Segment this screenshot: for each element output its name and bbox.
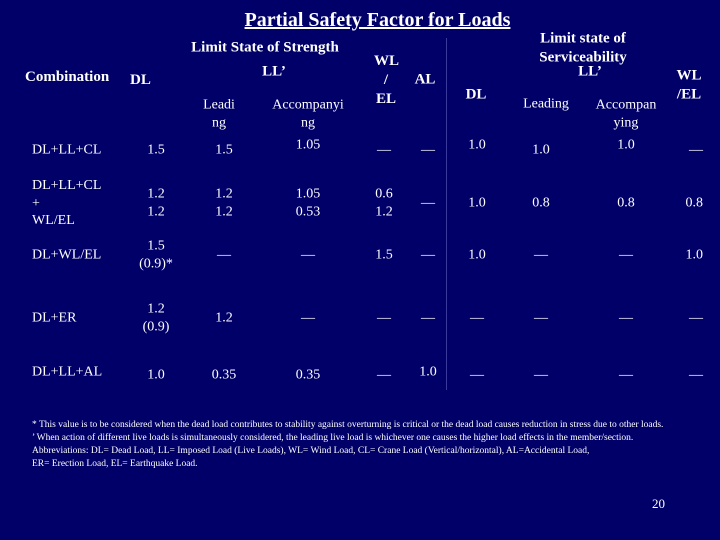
cell: — [217, 247, 231, 263]
header-al: AL [414, 71, 436, 88]
cell: 1.05 0.53 [295, 186, 321, 220]
cell: — [689, 367, 703, 383]
header-serviceability-wl-el: WL /EL [676, 67, 702, 102]
slide-title: Partial Safety Factor for Loads [244, 9, 511, 31]
row-label: DL+ER [32, 310, 77, 326]
cell: 1.0 [685, 247, 704, 263]
footnote: ’ When action of different live loads is… [32, 433, 634, 443]
row-label: DL+LL+CL [32, 142, 102, 158]
cell: 1.2 1.2 [147, 186, 165, 220]
cell: 0.8 [685, 195, 704, 211]
cell: 1.5 [147, 142, 165, 158]
row-label: DL+WL/EL [32, 247, 102, 263]
header-serviceability-accompanying: Accompanying [595, 97, 657, 131]
cell: — [377, 310, 391, 326]
header-accompanying: Accompanying [272, 97, 344, 131]
cell: 1.5 [215, 142, 233, 158]
header-serviceability: Limit state of Serviceability [539, 30, 627, 65]
row-label: DL+LL+AL [32, 364, 103, 380]
footnote: * This value is to be considered when th… [32, 420, 664, 430]
cell: 1.05 [295, 137, 321, 153]
cell: 0.8 [617, 195, 635, 211]
cell: — [470, 367, 484, 383]
header-leading: Leading [203, 97, 235, 131]
cell: — [421, 247, 435, 263]
cell: — [534, 310, 548, 326]
cell: — [619, 367, 633, 383]
cell: 1.5 (0.9)* [139, 238, 173, 272]
footnote: ER= Erection Load, EL= Earthquake Load. [32, 459, 198, 469]
header-strength-ll: LL’ [262, 63, 286, 80]
cell: — [301, 247, 315, 263]
header-serviceability-leading: Leading [523, 96, 569, 112]
cell: 1.2 [215, 310, 233, 326]
cell: 1.2 1.2 [215, 186, 233, 220]
cell: 1.5 [375, 247, 393, 263]
row-label: DL+LL+CL + WL/EL [32, 177, 102, 228]
cell: — [534, 247, 548, 263]
cell: 0.35 [211, 367, 237, 383]
cell: — [689, 142, 703, 158]
header-dl: DL [130, 72, 151, 88]
header-strength: Limit State of Strength [191, 39, 339, 56]
divider [446, 38, 447, 390]
cell: 1.0 [532, 142, 550, 158]
header-wl-el: WL / EL [374, 52, 400, 107]
footnote: Abbreviations: DL= Dead Load, LL= Impose… [32, 446, 590, 456]
cell: 1.2 (0.9) [142, 301, 170, 335]
cell: — [377, 367, 391, 383]
cell: — [301, 310, 315, 326]
cell: 1.0 [419, 364, 437, 380]
header-serviceability-dl: DL [465, 86, 487, 103]
cell: 1.0 [468, 195, 486, 211]
cell: 1.0 [147, 367, 165, 383]
cell: — [619, 247, 633, 263]
cell: 0.8 [532, 195, 550, 211]
cell: 0.35 [295, 367, 321, 383]
cell: — [377, 142, 391, 158]
cell: — [619, 310, 633, 326]
header-serviceability-ll: LL’ [578, 63, 602, 80]
cell: — [421, 310, 435, 326]
header-combination: Combination [25, 69, 110, 85]
cell: 1.0 [468, 137, 486, 153]
cell: 0.6 1.2 [375, 186, 393, 220]
cell: — [470, 310, 484, 326]
cell: — [421, 195, 435, 211]
cell: — [689, 310, 703, 326]
cell: — [421, 142, 435, 158]
cell: 1.0 [468, 247, 486, 263]
page-number: 20 [652, 496, 665, 511]
cell: 1.0 [617, 137, 635, 153]
cell: — [534, 367, 548, 383]
